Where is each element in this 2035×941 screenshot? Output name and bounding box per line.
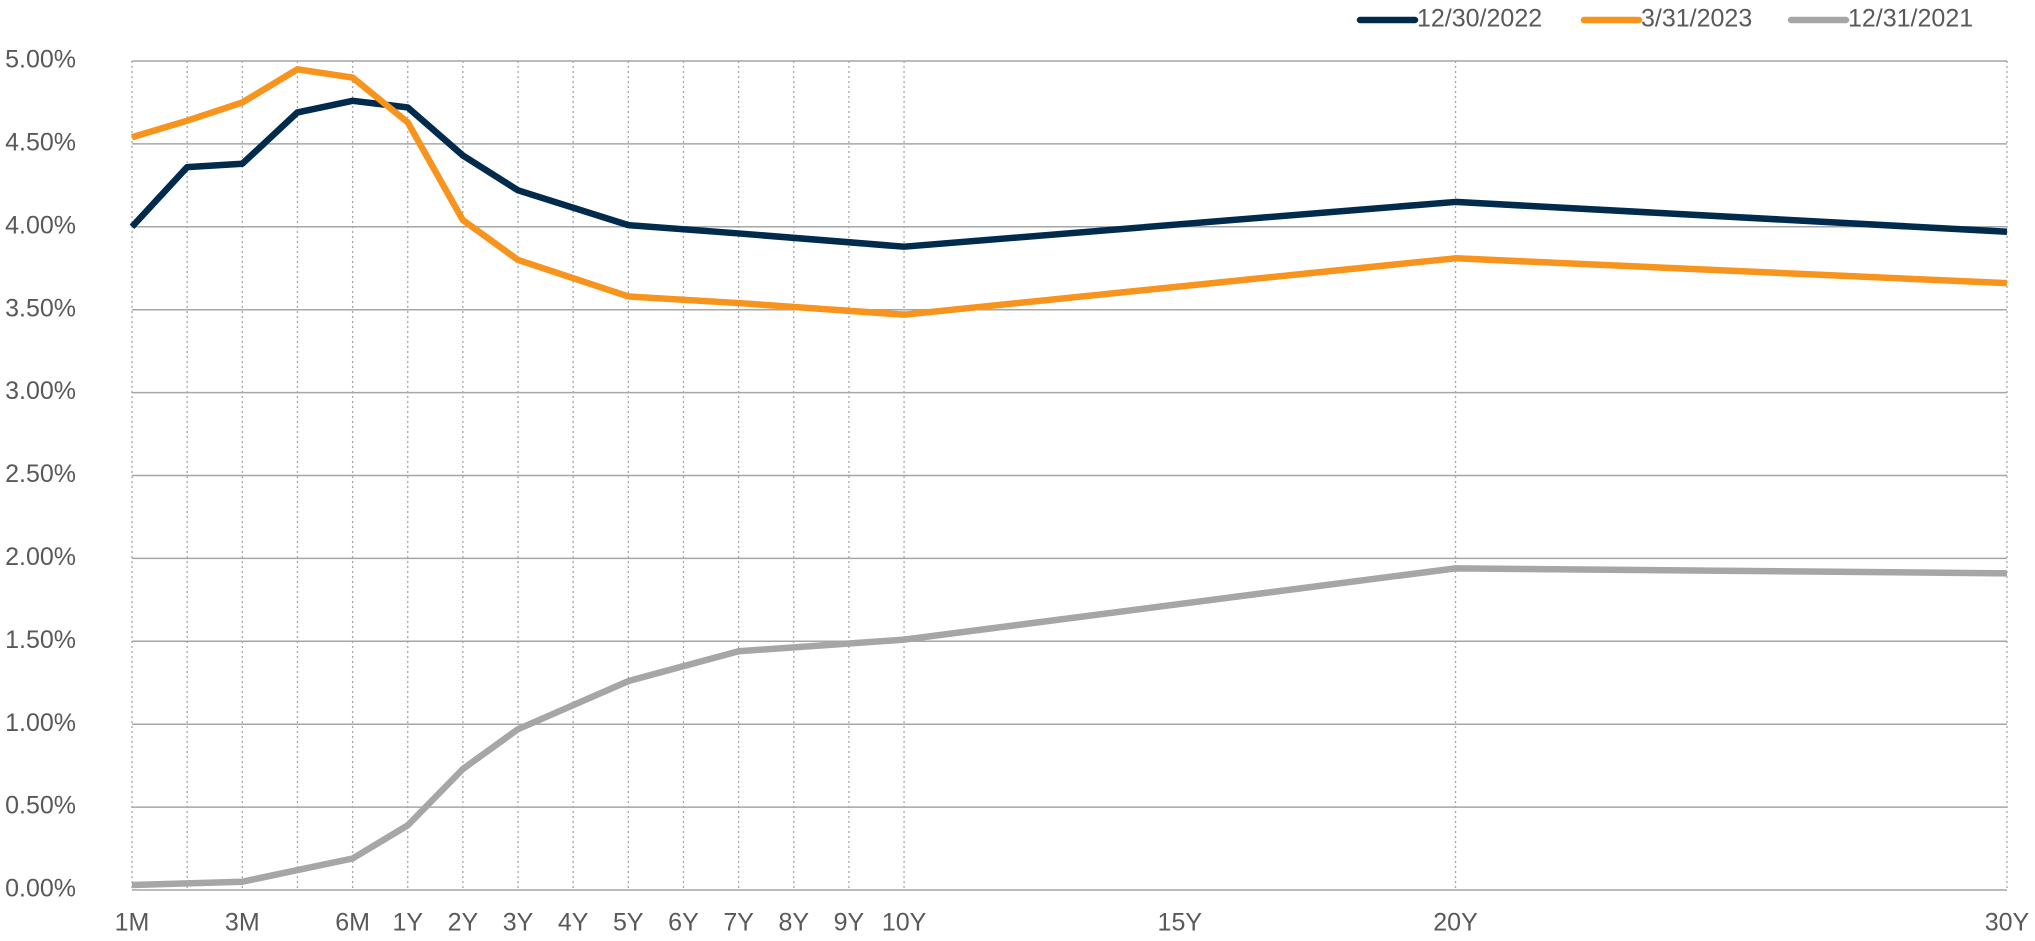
y-tick-label: 5.00%	[5, 46, 76, 74]
x-tick-label: 3Y	[503, 909, 534, 937]
x-tick-label: 9Y	[834, 909, 865, 937]
legend-label: 3/31/2023	[1641, 5, 1752, 33]
x-tick-label: 15Y	[1158, 909, 1203, 937]
x-tick-label: 6Y	[668, 909, 699, 937]
x-tick-label: 5Y	[613, 909, 644, 937]
x-tick-label: 2Y	[448, 909, 479, 937]
y-tick-label: 0.00%	[5, 875, 76, 903]
series-line	[129, 97, 2008, 250]
y-tick-label: 4.50%	[5, 129, 76, 157]
y-tick-label: 2.00%	[5, 543, 76, 571]
y-tick-label: 2.50%	[5, 460, 76, 488]
x-tick-label: 3M	[225, 909, 260, 937]
y-tick-label: 4.00%	[5, 211, 76, 239]
x-tick-label: 7Y	[723, 909, 754, 937]
y-tick-label: 3.50%	[5, 294, 76, 322]
series-line	[131, 565, 2008, 889]
y-tick-label: 0.50%	[5, 792, 76, 820]
x-tick-label: 4Y	[558, 909, 589, 937]
x-tick-label: 6M	[335, 909, 370, 937]
x-tick-label: 1M	[115, 909, 150, 937]
x-tick-label: 10Y	[882, 909, 927, 937]
legend-label: 12/31/2021	[1848, 5, 1973, 33]
x-tick-label: 30Y	[1985, 909, 2030, 937]
series-line	[131, 66, 2008, 318]
y-tick-label: 1.50%	[5, 626, 76, 654]
x-tick-label: 8Y	[778, 909, 809, 937]
y-tick-label: 3.00%	[5, 377, 76, 405]
x-tick-label: 20Y	[1433, 909, 1478, 937]
legend-label: 12/30/2022	[1417, 5, 1542, 33]
x-tick-label: 1Y	[392, 909, 423, 937]
y-tick-label: 1.00%	[5, 709, 76, 737]
